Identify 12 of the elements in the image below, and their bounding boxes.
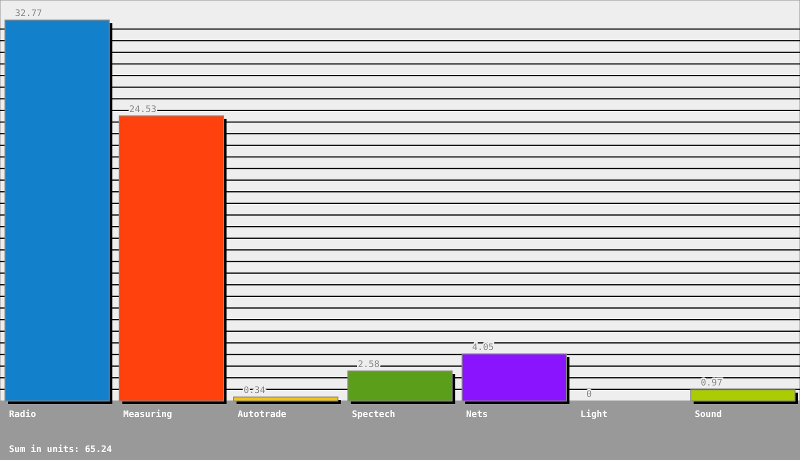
x-tick-label: Radio	[9, 409, 36, 420]
x-tick-label: Nets	[466, 410, 488, 420]
data-label: 0	[586, 390, 592, 400]
data-label: 4.05	[472, 342, 494, 353]
x-tick-label: Sound	[694, 410, 722, 420]
x-tick-label: Light	[580, 409, 608, 420]
text: Sum in units: 65.24	[9, 444, 113, 455]
x-tick-label: Autotrade	[238, 410, 287, 420]
x-tick-label: Spectech	[352, 410, 396, 420]
x-tick-label: Measuring	[123, 409, 172, 420]
data-label: 32.77	[15, 9, 42, 20]
data-label: 0.97	[700, 378, 722, 389]
